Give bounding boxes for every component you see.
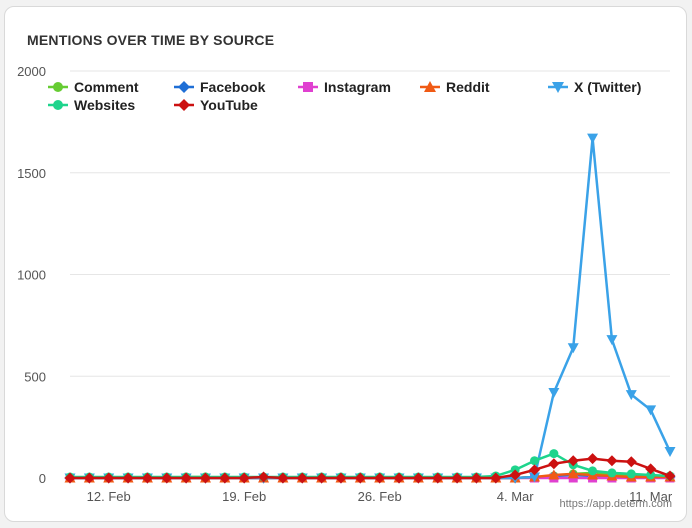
legend-item[interactable]: Facebook — [174, 79, 266, 95]
series-line — [70, 136, 672, 480]
legend-label: Comment — [74, 79, 139, 95]
point-marker — [664, 447, 676, 458]
x-tick-label: 19. Feb — [222, 489, 266, 504]
point-marker — [354, 472, 366, 484]
x-tick-label: 11. Mar — [629, 489, 673, 504]
point-marker — [567, 468, 579, 479]
legend-item[interactable]: Instagram — [298, 79, 391, 95]
point-marker — [83, 472, 95, 484]
legend-item[interactable]: YouTube — [174, 97, 258, 113]
point-marker — [219, 472, 231, 484]
point-marker — [548, 388, 560, 399]
point-marker — [432, 472, 444, 484]
point-marker — [178, 99, 190, 111]
point-marker — [141, 472, 153, 484]
point-marker — [470, 472, 482, 484]
point-marker — [199, 472, 211, 484]
legend: Comment Facebook Instagram Reddit X (Twitter… — [48, 79, 641, 113]
point-marker — [588, 466, 598, 476]
y-gridlines: 0 500 1000 1500 2000 — [17, 64, 670, 486]
point-marker — [180, 472, 192, 484]
point-marker — [664, 470, 676, 482]
point-marker — [303, 82, 313, 92]
point-marker — [238, 472, 250, 484]
legend-item[interactable]: Reddit — [420, 79, 490, 95]
y-tick-label: 0 — [39, 471, 46, 486]
point-marker — [645, 463, 657, 475]
point-marker — [277, 472, 289, 484]
point-marker — [53, 100, 63, 110]
point-marker — [178, 81, 190, 93]
point-marker — [625, 390, 637, 401]
point-marker — [258, 471, 270, 483]
series-youtube — [64, 453, 676, 484]
point-marker — [53, 82, 63, 92]
x-tick-label: 26. Feb — [358, 489, 402, 504]
point-marker — [567, 343, 579, 354]
point-marker — [424, 81, 436, 92]
legend-label: YouTube — [200, 97, 258, 113]
point-marker — [646, 470, 656, 480]
y-tick-label: 1000 — [17, 268, 46, 283]
point-marker — [122, 472, 134, 484]
point-marker — [296, 472, 308, 484]
point-marker — [530, 456, 540, 466]
point-marker — [393, 472, 405, 484]
credit-link[interactable]: https://app.determ.com — [559, 498, 673, 510]
point-marker — [412, 472, 424, 484]
point-marker — [606, 335, 618, 346]
y-tick-label: 500 — [24, 369, 46, 384]
point-marker — [529, 472, 541, 483]
x-axis-ticks: 12. Feb 19. Feb 26. Feb 4. Mar 11. Mar — [87, 489, 673, 504]
legend-item[interactable]: Websites — [48, 97, 135, 113]
legend-label: X (Twitter) — [574, 79, 641, 95]
point-marker — [64, 472, 76, 484]
point-marker — [587, 133, 599, 144]
point-marker — [625, 456, 637, 468]
y-tick-label: 2000 — [17, 64, 46, 79]
point-marker — [490, 472, 502, 484]
point-marker — [548, 469, 560, 480]
point-marker — [529, 464, 541, 476]
point-marker — [335, 472, 347, 484]
point-marker — [161, 472, 173, 484]
x-tick-label: 12. Feb — [87, 489, 131, 504]
point-marker — [548, 458, 560, 470]
legend-label: Facebook — [200, 79, 266, 95]
point-marker — [316, 472, 328, 484]
point-marker — [567, 455, 579, 467]
point-marker — [374, 472, 386, 484]
point-marker — [103, 472, 115, 484]
point-marker — [549, 449, 559, 459]
legend-item[interactable]: Comment — [48, 79, 139, 95]
point-marker — [626, 469, 636, 479]
legend-item[interactable]: X (Twitter) — [548, 79, 641, 95]
y-tick-label: 1500 — [17, 166, 46, 181]
point-marker — [606, 455, 618, 467]
point-marker — [587, 453, 599, 465]
point-marker — [552, 82, 564, 93]
point-marker — [451, 472, 463, 484]
chart-title: MENTIONS OVER TIME BY SOURCE — [27, 32, 275, 48]
point-marker — [607, 468, 617, 478]
chart-card: MENTIONS OVER TIME BY SOURCE https://app… — [4, 6, 687, 522]
series-x-twitter — [64, 133, 676, 484]
point-marker — [509, 469, 521, 481]
point-marker — [645, 405, 657, 416]
legend-label: Reddit — [446, 79, 490, 95]
legend-label: Instagram — [324, 79, 391, 95]
series-reddit — [64, 468, 676, 483]
legend-label: Websites — [74, 97, 135, 113]
x-tick-label: 4. Mar — [497, 489, 535, 504]
